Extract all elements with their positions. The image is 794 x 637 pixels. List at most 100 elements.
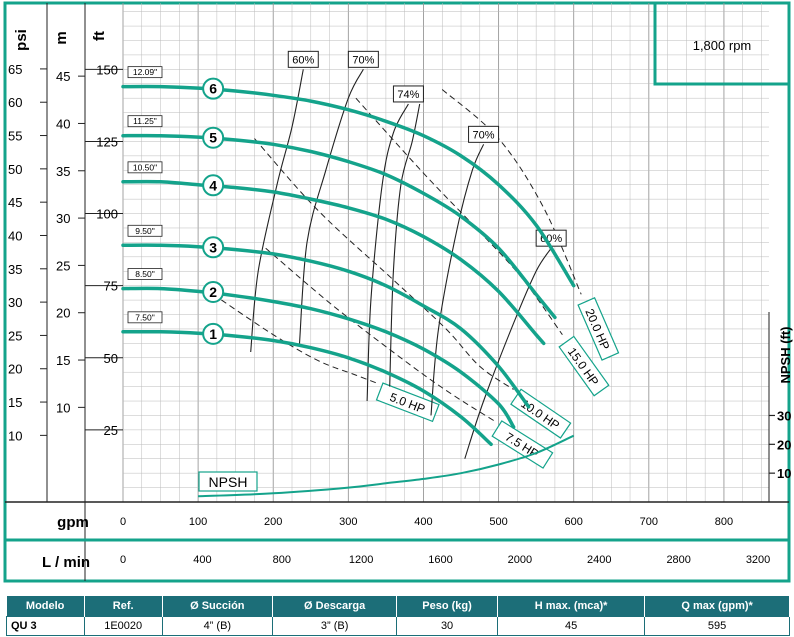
npsh-ticks: 30 20 10 (769, 408, 791, 481)
psi-tick-label: 45 (8, 195, 22, 210)
psi-tick-label: 30 (8, 295, 22, 310)
lmin-axis: 0 400 800 1200 1600 2000 2400 2800 3200 (120, 554, 770, 566)
pump-performance-chart: 1,800 rpm psi m ft 65 60 55 50 45 40 35 30 25 20 1… (3, 1, 793, 583)
diameter-label-box (127, 224, 163, 237)
curve-number: 2 (209, 284, 217, 300)
efficiency-line (298, 69, 364, 344)
m-tick-label: 30 (56, 211, 70, 226)
diameter-label-box (127, 311, 163, 324)
head-curve (121, 329, 493, 447)
curve-number-badge (202, 77, 225, 100)
npsh-label: NPSH (209, 474, 248, 490)
diameter-label-box (127, 66, 163, 79)
m-axis-title: m (53, 31, 70, 44)
m-tick-label: 40 (56, 116, 70, 131)
lmin-tick-label: 3200 (746, 554, 770, 566)
ft-axis-title: ft (91, 31, 108, 41)
curve-number: 6 (209, 81, 217, 97)
m-tick-label: 20 (56, 306, 70, 321)
npsh-tick-label: 10 (777, 466, 791, 481)
npsh-curve (198, 434, 575, 498)
lmin-tick-label: 800 (273, 554, 291, 566)
diameter-label: 12.09" (133, 67, 157, 77)
psi-tick-label: 65 (8, 62, 22, 77)
rpm-box-border (653, 3, 789, 86)
hp-label-box (491, 420, 554, 469)
gpm-tick-label: 400 (414, 516, 432, 528)
table-row: QU 3 1E0020 4” (B) 3” (B) 30 45 595 (6, 616, 790, 636)
ft-tick-label: 25 (104, 423, 118, 438)
m-axis: 45 40 35 30 25 20 15 10 (56, 69, 85, 415)
psi-tick-label: 10 (8, 428, 22, 443)
head-curve (121, 133, 557, 320)
spec-table: Modelo Ref. Ø Succión Ø Descarga Peso (k… (6, 596, 790, 636)
lmin-tick-label: 400 (193, 554, 211, 566)
curve-number-badge (202, 281, 225, 304)
gpm-tick-label: 0 (120, 516, 126, 528)
diameter-label: 8.50" (135, 269, 155, 279)
hp-line (441, 89, 582, 295)
gpm-tick-label: 700 (640, 516, 658, 528)
efficiency-label-box (468, 125, 500, 143)
npsh-axis-title: NPSH (ft) (778, 326, 793, 383)
lmin-axis-title: L / min (42, 554, 90, 571)
psi-axis-title: psi (13, 29, 30, 51)
efficiency-label: 60% (292, 54, 314, 66)
psi-tick-label: 25 (8, 328, 22, 343)
cell-qmax: 595 (644, 616, 790, 636)
ft-tick-label: 75 (104, 279, 118, 294)
m-tick-label: 35 (56, 164, 70, 179)
hp-label-box (577, 297, 620, 361)
curve-number: 5 (209, 130, 217, 146)
lmin-tick-label: 1200 (349, 554, 373, 566)
diameter-label: 9.50" (135, 226, 155, 236)
efficiency-label-box (392, 85, 424, 103)
ft-axis: 150 125 100 75 50 25 (85, 62, 123, 438)
hp-label-group: 5.0 HP (375, 382, 440, 423)
lmin-tick-label: 0 (120, 554, 126, 566)
diameter-label-box (127, 268, 163, 280)
gpm-axis-title: gpm (57, 514, 89, 531)
lmin-tick-label: 2800 (666, 554, 690, 566)
header-descarga: Ø Descarga (272, 596, 398, 617)
efficiency-line (464, 247, 552, 459)
header-qmax: Q max (gpm)* (644, 596, 790, 617)
ft-tick-label: 125 (96, 134, 118, 149)
header-peso: Peso (kg) (396, 596, 498, 617)
grid (122, 3, 769, 503)
m-tick-label: 45 (56, 69, 70, 84)
efficiency-line (430, 144, 485, 416)
rpm-label: 1,800 rpm (693, 38, 752, 53)
diameter-label: 11.25" (133, 116, 157, 126)
psi-tick-label: 35 (8, 262, 22, 277)
ft-tick-label: 100 (96, 207, 118, 222)
hp-label-box (375, 382, 440, 423)
m-tick-label: 25 (56, 258, 70, 273)
curve-number-badge (202, 174, 225, 197)
psi-tick-label: 60 (8, 95, 22, 110)
hp-line (265, 247, 496, 422)
gpm-tick-label: 800 (715, 516, 733, 528)
psi-tick-label: 15 (8, 395, 22, 410)
cell-hmax: 45 (496, 616, 646, 636)
psi-tick-label: 55 (8, 129, 22, 144)
npsh-tick-label: 20 (777, 437, 791, 452)
diameter-label-box (127, 115, 163, 128)
gpm-tick-label: 600 (565, 516, 583, 528)
gpm-tick-label: 300 (339, 516, 357, 528)
efficiency-line (389, 103, 421, 387)
header-succion: Ø Succión (162, 596, 274, 617)
psi-tick-label: 50 (8, 162, 22, 177)
diameter-label-box (127, 161, 163, 174)
efficiency-label-box (347, 50, 379, 68)
head-curve (121, 179, 546, 346)
head-curve (121, 243, 531, 409)
curve-number: 1 (209, 326, 217, 342)
lmin-tick-label: 2400 (587, 554, 611, 566)
hp-label-box (558, 335, 610, 397)
spec-table-header-row: Modelo Ref. Ø Succión Ø Descarga Peso (k… (6, 596, 790, 617)
psi-tick-label: 20 (8, 362, 22, 377)
curve-number-badge (202, 236, 225, 259)
chart-canvas: 1,800 rpm psi m ft 656055504540353025201… (3, 1, 793, 583)
gpm-axis: 0 100 200 300 400 500 600 700 800 (120, 516, 733, 528)
